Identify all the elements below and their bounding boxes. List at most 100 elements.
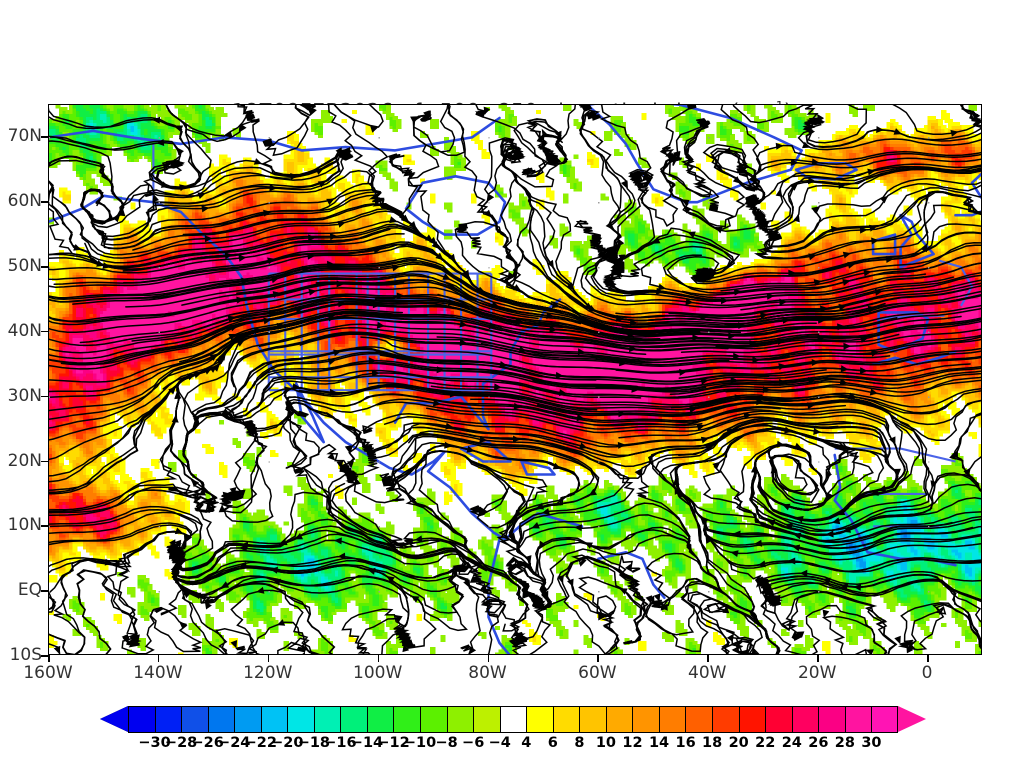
- streamline-arrowhead: [790, 183, 799, 191]
- streamline-arrowhead: [179, 621, 188, 630]
- streamline: [599, 105, 653, 185]
- streamline-arrowhead: [287, 401, 294, 410]
- streamline-arrowhead: [118, 208, 126, 217]
- streamline-arrowhead: [598, 613, 606, 621]
- colorbar-swatch: [818, 706, 845, 733]
- streamline-arrowhead: [396, 542, 405, 549]
- y-tick-70N: 70N: [0, 126, 42, 146]
- x-tick-mark: [927, 655, 929, 662]
- streamline: [579, 110, 661, 293]
- streamline-arrowhead: [241, 277, 250, 285]
- streamline-arrowhead: [459, 339, 468, 347]
- streamline: [720, 244, 981, 292]
- streamline-arrowhead: [168, 551, 176, 560]
- y-tick-50N: 50N: [0, 256, 42, 276]
- x-tick-mark: [817, 655, 819, 662]
- streamline-arrowhead: [539, 585, 547, 595]
- streamline-arrowhead: [403, 630, 410, 639]
- streamline-arrowhead: [329, 388, 338, 396]
- streamline-arrowhead: [373, 247, 382, 254]
- streamline-arrowhead: [483, 106, 491, 115]
- coastline-path: [586, 105, 803, 204]
- colorbar-swatch: [552, 706, 580, 733]
- colorbar[interactable]: −30 −28 −26 −24 −22 −20 −18 −16 −14 −12 −10 −8 −6 −4 4…: [100, 706, 926, 751]
- colorbar-label: 16: [675, 735, 695, 751]
- streamline-arrowhead: [391, 264, 400, 272]
- streamline-arrowhead: [227, 315, 236, 323]
- streamline: [49, 241, 457, 281]
- streamline: [580, 264, 981, 309]
- streamline-arrowhead: [518, 346, 527, 354]
- streamline: [230, 331, 791, 388]
- streamline-arrowhead: [838, 182, 847, 189]
- streamline: [781, 591, 898, 654]
- streamline-arrowhead: [618, 410, 626, 418]
- streamline-arrowhead: [338, 300, 346, 308]
- streamline: [232, 300, 820, 344]
- streamline: [121, 606, 171, 654]
- streamline-arrowhead: [752, 356, 760, 364]
- streamline-arrowhead: [869, 388, 878, 396]
- streamline-arrowhead: [512, 284, 522, 291]
- streamline: [413, 105, 466, 157]
- map-plot-area[interactable]: [48, 104, 982, 655]
- streamline-arrowhead: [239, 561, 248, 569]
- streamline-arrowhead: [104, 558, 113, 566]
- colorbar-label: 24: [782, 735, 802, 751]
- streamline-arrowhead: [301, 265, 310, 273]
- colorbar-swatch: [181, 706, 208, 733]
- streamline-arrowhead: [431, 241, 440, 249]
- streamline: [193, 332, 730, 419]
- streamline-arrowhead: [160, 181, 170, 188]
- colorbar-label: 14: [649, 735, 669, 751]
- streamline-arrowhead: [263, 317, 272, 325]
- streamline: [720, 105, 765, 205]
- streamline: [131, 298, 714, 342]
- streamline: [49, 256, 563, 314]
- streamline-arrowhead: [389, 216, 398, 224]
- streamline-arrowhead: [220, 581, 230, 588]
- colorbar-swatch: [526, 706, 553, 733]
- x-tick-140W: 140W: [133, 663, 182, 683]
- streamline-arrowhead: [770, 465, 778, 474]
- streamline: [49, 300, 520, 360]
- streamline-arrowhead: [466, 445, 475, 453]
- streamline-arrowhead: [584, 542, 593, 549]
- y-tick-30N: 30N: [0, 386, 42, 406]
- streamline: [215, 628, 255, 654]
- streamline-arrowhead: [546, 312, 555, 319]
- streamline-arrowhead: [673, 151, 680, 160]
- streamline-arrowhead: [235, 335, 244, 342]
- streamline-arrowhead: [642, 172, 650, 181]
- y-tick-mark: [41, 266, 48, 268]
- streamline-arrowhead: [567, 578, 574, 587]
- streamline: [615, 279, 981, 316]
- streamline-arrowhead: [411, 596, 420, 603]
- x-tick-mark: [267, 655, 270, 662]
- streamline-arrowhead: [408, 221, 417, 229]
- colorbar-swatch: [499, 706, 527, 733]
- colorbar-over-arrow: [898, 706, 926, 732]
- streamline-arrowhead: [538, 540, 546, 549]
- streamline: [621, 294, 981, 329]
- streamline-arrowhead: [337, 221, 346, 228]
- streamline: [789, 204, 981, 276]
- shear-streamlines: [49, 105, 981, 654]
- streamline: [79, 293, 661, 344]
- streamline: [379, 354, 971, 385]
- colorbar-swatch: [128, 706, 155, 733]
- streamline-arrowhead: [733, 288, 742, 296]
- streamline-arrowhead: [760, 312, 769, 320]
- streamline-arrowhead: [869, 224, 878, 232]
- streamline-arrowhead: [284, 386, 293, 394]
- x-tick-mark: [487, 655, 490, 662]
- streamline-arrowhead: [374, 198, 383, 205]
- streamline-arrowhead: [749, 340, 758, 348]
- streamline-arrowhead: [328, 314, 337, 322]
- colorbar-label: −16: [324, 735, 356, 751]
- streamline: [285, 393, 847, 422]
- streamline: [182, 361, 707, 450]
- streamline-arrowhead: [811, 158, 820, 166]
- streamline-arrowhead: [177, 547, 185, 557]
- streamline: [644, 582, 779, 654]
